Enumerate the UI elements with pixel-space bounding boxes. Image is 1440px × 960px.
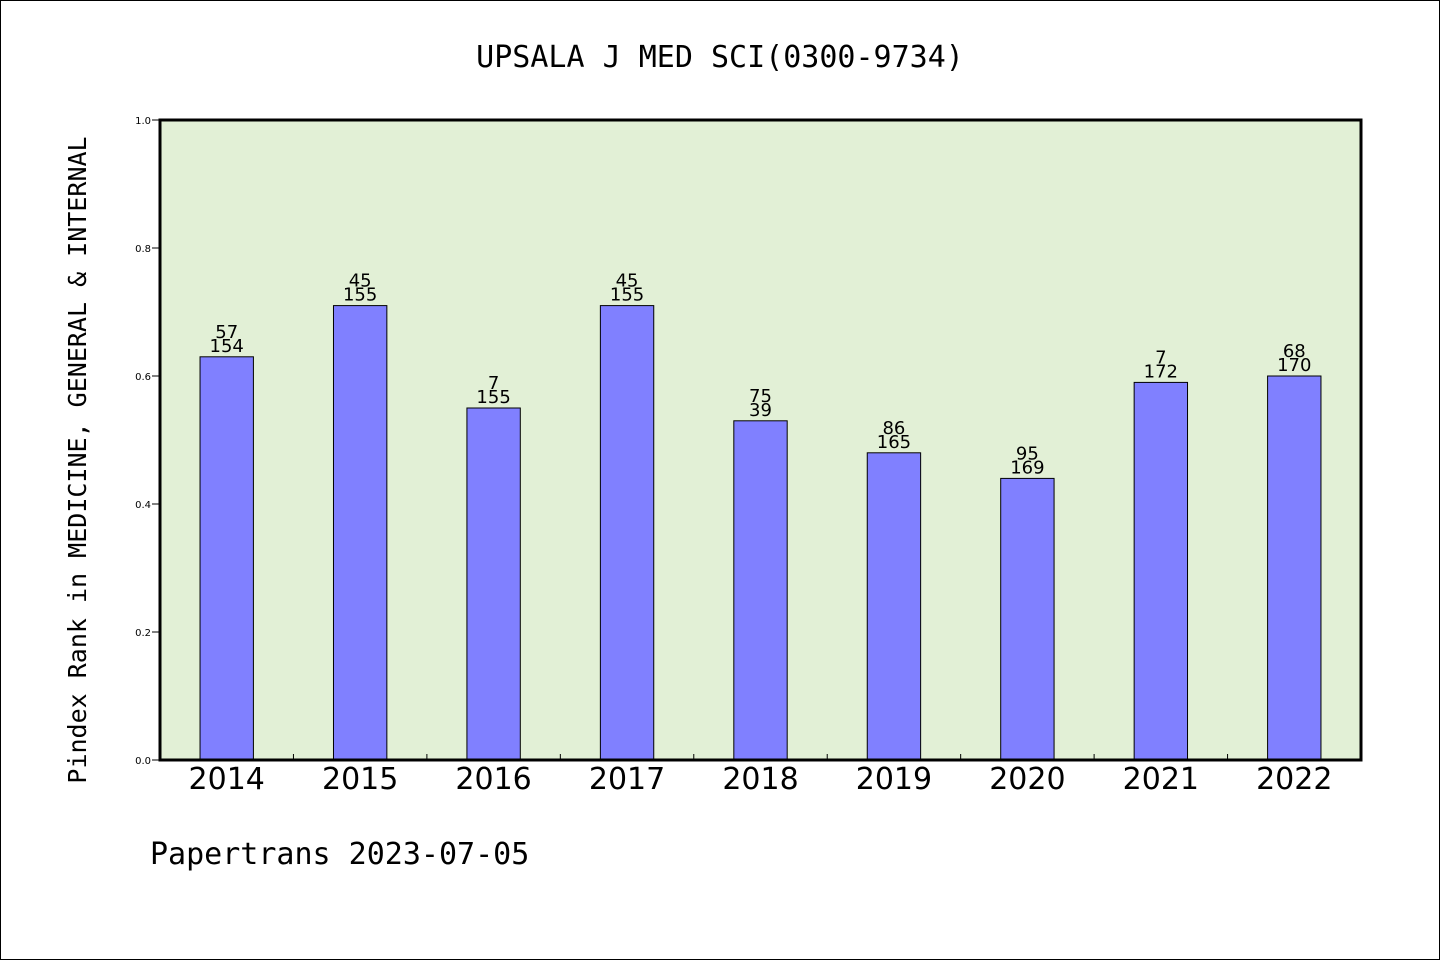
bar-rank-label: 45 bbox=[349, 271, 372, 292]
bar-rank-label: 45 bbox=[616, 271, 639, 292]
y-axis-ticks: 0.0 0.2 0.4 0.6 0.8 1.0 bbox=[135, 116, 160, 767]
x-tick-label: 2014 bbox=[189, 762, 265, 797]
footer-text: Papertrans 2023-07-05 bbox=[150, 837, 529, 872]
bar-total-label: 165 bbox=[877, 432, 911, 453]
bar bbox=[199, 356, 254, 761]
bar bbox=[466, 407, 521, 761]
x-tick-label: 2019 bbox=[856, 762, 932, 797]
y-axis-label: Pindex Rank in MEDICINE, GENERAL & INTER… bbox=[63, 136, 92, 783]
bar-total-label: 155 bbox=[610, 285, 644, 306]
bar bbox=[733, 420, 788, 761]
x-tick-label: 2020 bbox=[989, 762, 1065, 797]
bar-labels-group: 5715445155715545155753986165951697172681… bbox=[210, 271, 1312, 479]
bar-rank-label: 95 bbox=[1016, 443, 1039, 464]
bar-total-label: 169 bbox=[1010, 457, 1044, 478]
y-tick-label: 1.0 bbox=[135, 116, 151, 127]
bar-rank-label: 75 bbox=[749, 386, 772, 407]
bar-rank-label: 68 bbox=[1283, 341, 1306, 362]
bar bbox=[1133, 381, 1189, 761]
bar-total-label: 170 bbox=[1277, 355, 1311, 376]
plot-border bbox=[158, 118, 1363, 762]
y-tick-label: 0.8 bbox=[135, 244, 151, 255]
bar-rank-label: 7 bbox=[488, 373, 499, 394]
bar-total-label: 155 bbox=[476, 387, 510, 408]
bar bbox=[332, 305, 388, 761]
x-tick-label: 2022 bbox=[1256, 762, 1332, 797]
bar bbox=[1267, 375, 1322, 761]
x-tick-label: 2016 bbox=[455, 762, 531, 797]
y-tick-label: 0.2 bbox=[135, 628, 151, 639]
x-tick-label: 2015 bbox=[322, 762, 398, 797]
bar bbox=[599, 305, 655, 761]
bar bbox=[1000, 477, 1055, 761]
bars-group bbox=[199, 305, 1322, 761]
bar-total-label: 39 bbox=[749, 400, 772, 421]
bar-total-label: 155 bbox=[343, 285, 377, 306]
x-tick-label: 2017 bbox=[589, 762, 665, 797]
bar-total-label: 172 bbox=[1144, 361, 1178, 382]
y-tick-label: 0.0 bbox=[135, 756, 151, 767]
x-tick-label: 2021 bbox=[1123, 762, 1199, 797]
bar-rank-label: 7 bbox=[1155, 347, 1166, 368]
y-tick-label: 0.4 bbox=[135, 500, 151, 511]
bar bbox=[866, 452, 922, 761]
bar-rank-label: 57 bbox=[215, 322, 238, 343]
x-axis-ticks: 2014 2015 2016 2017 2018 2019 2020 2021 2022 bbox=[189, 754, 1332, 797]
y-tick-label: 0.6 bbox=[135, 372, 151, 383]
x-tick-label: 2018 bbox=[722, 762, 798, 797]
bar-total-label: 154 bbox=[210, 336, 244, 357]
chart-title: UPSALA J MED SCI(0300-9734) bbox=[476, 40, 964, 75]
bar-rank-label: 86 bbox=[882, 418, 905, 439]
